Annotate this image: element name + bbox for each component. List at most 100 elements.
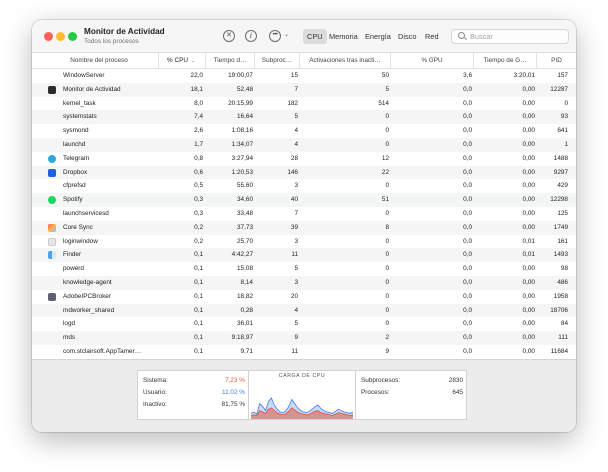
close-window-button[interactable] [44, 32, 53, 41]
process-idle-wakeups: 8 [385, 223, 389, 231]
process-idle-wakeups: 514 [378, 99, 389, 107]
column-header-pid[interactable]: PID [536, 53, 576, 69]
loginwindow-icon [48, 237, 56, 246]
process-threads: 11 [291, 251, 298, 259]
stat-user-value: 11,02 % [222, 389, 245, 396]
stat-system: Sistema: 7,23 % [143, 375, 245, 386]
process-gpu-time: 0,00 [522, 182, 535, 190]
process-cpu: 1,7 [194, 140, 203, 148]
table-row[interactable]: launchd 1,7 1:34,07 4 0 0,0 0,00 1 [32, 137, 576, 152]
table-row[interactable]: WindowServer 22,0 19:00,07 15 50 3,6 3:20,01 15… [32, 69, 576, 83]
dropbox-icon [48, 168, 56, 177]
process-cpu: 0,1 [194, 251, 203, 259]
table-row[interactable]: Core Sync 0,2 37,73 39 8 0,0 0,00 1749 [32, 220, 576, 235]
table-row[interactable]: loginwindow 0,2 25,70 3 0 0,0 0,01 161 [32, 235, 576, 249]
tab-network[interactable]: Red [425, 32, 439, 41]
tab-cpu[interactable]: CPU [303, 29, 327, 44]
search-field[interactable]: Buscar [451, 29, 569, 44]
table-row[interactable]: systemstats 7,4 16,64 5 0 0,0 0,00 93 [32, 110, 576, 125]
process-name: systemstats [63, 113, 97, 121]
process-cpu: 8,0 [194, 99, 203, 107]
table-row[interactable]: Dropbox 0,6 1:20,53 146 22 0,0 0,00 9297 [32, 165, 576, 180]
column-header-cpu[interactable]: % CPU ⌄ [158, 53, 205, 69]
process-gpu: 0,0 [463, 182, 472, 190]
table-row[interactable]: launchservicesd 0,3 33,48 7 0 0,0 0,00 125 [32, 207, 576, 221]
table-row[interactable]: cfprefsd 0,5 55,60 3 0 0,0 0,00 429 [32, 179, 576, 193]
table-row[interactable]: Telegram 0,8 3:27,94 28 12 0,0 0,00 1488 [32, 152, 576, 166]
process-gpu-time: 0,00 [522, 306, 535, 314]
column-header-cpu-time[interactable]: Tiempo d… [205, 53, 254, 69]
process-name: Finder [63, 251, 82, 259]
table-row[interactable]: mdworker_shared 0,1 0,28 4 0 0,0 0,00 18706 [32, 303, 576, 318]
process-pid: 429 [557, 182, 568, 190]
process-gpu: 0,0 [463, 196, 472, 204]
process-idle-wakeups: 0 [385, 265, 389, 273]
process-cpu-time: 1:08,16 [231, 127, 253, 135]
process-threads: 5 [294, 113, 298, 121]
tab-memory[interactable]: Memoria [329, 32, 358, 41]
process-gpu: 0,0 [463, 209, 472, 217]
cpu-load-chart [251, 397, 353, 419]
table-row[interactable]: logd 0,1 36,01 5 0 0,0 0,00 84 [32, 317, 576, 331]
core-sync-icon [48, 223, 56, 232]
column-header-threads[interactable]: Subproc… [254, 53, 299, 69]
stat-system-value: 7,23 % [225, 377, 245, 384]
process-name: Monitor de Actividad [63, 85, 121, 93]
table-row[interactable]: Monitor de Actividad 18,1 52,48 7 5 0,0 0,00 12… [32, 82, 576, 97]
table-row[interactable]: sysmond 2,6 1:08,16 4 0 0,0 0,00 641 [32, 124, 576, 138]
process-pid: 12298 [550, 196, 568, 204]
process-gpu-time: 0,00 [522, 113, 535, 121]
process-gpu-time: 0,00 [522, 196, 535, 204]
process-pid: 9297 [553, 168, 568, 176]
process-gpu: 0,0 [463, 320, 472, 328]
tab-energy[interactable]: Energía [365, 32, 391, 41]
process-name: cfprefsd [63, 182, 86, 190]
table-row[interactable]: powerd 0,1 15,08 5 0 0,0 0,00 98 [32, 262, 576, 276]
system-load-line [251, 407, 353, 416]
column-header-idle-wakeups[interactable]: Activaciones tras inacti… [299, 53, 390, 69]
process-idle-wakeups: 9 [385, 347, 389, 355]
cpu-load-graph: CARGA DE CPU [249, 370, 355, 420]
stop-process-button[interactable]: ✕ [223, 30, 235, 42]
process-pid: 111 [558, 334, 568, 342]
table-row[interactable]: Finder 0,1 4:42,27 11 0 0,0 0,01 1493 [32, 248, 576, 263]
tab-disk[interactable]: Disco [398, 32, 417, 41]
search-icon [458, 32, 465, 39]
process-threads: 28 [290, 154, 298, 162]
process-idle-wakeups: 12 [381, 154, 389, 162]
process-idle-wakeups: 0 [385, 306, 389, 314]
inspect-process-button[interactable]: i [245, 30, 257, 42]
table-row[interactable]: com.stclairsoft.AppTamer… 0,1 9,71 11 9 0,0 0,… [32, 345, 576, 359]
stat-user-label: Usuario: [143, 389, 167, 396]
process-name: sysmond [63, 127, 89, 135]
table-row[interactable]: mds 0,1 9:18,97 9 2 0,0 0,00 111 [32, 331, 576, 345]
process-threads: 146 [287, 168, 298, 176]
column-header-name[interactable]: Nombre del proceso [70, 57, 128, 64]
process-pid: 18706 [550, 306, 568, 314]
process-gpu-time: 0,00 [522, 334, 535, 342]
process-gpu-time: 0,00 [522, 320, 535, 328]
table-row[interactable]: kernel_task 8,0 20:15,99 182 514 0,0 0,00 0 [32, 97, 576, 111]
process-threads: 4 [294, 127, 298, 135]
process-cpu: 0,1 [194, 306, 203, 314]
window-subtitle[interactable]: Todos los procesos [84, 38, 139, 45]
column-header-gpu-time[interactable]: Tiempo de G… [473, 53, 536, 69]
process-cpu: 0,6 [194, 168, 203, 176]
process-idle-wakeups: 0 [385, 113, 389, 121]
column-header-gpu[interactable]: % GPU [390, 53, 473, 69]
process-idle-wakeups: 50 [381, 72, 389, 79]
more-actions-button[interactable]: ••• [269, 30, 281, 42]
process-cpu-time: 1:34,07 [231, 140, 253, 148]
process-gpu: 0,0 [463, 251, 472, 259]
table-row[interactable]: Spotify 0,3 34,60 40 51 0,0 0,00 12298 [32, 193, 576, 207]
process-cpu-time: 0,28 [240, 306, 253, 314]
title-bar: Monitor de Actividad Todos los procesos … [32, 20, 576, 53]
table-row[interactable]: AdobeIPCBroker 0,1 18,82 20 0 0,0 0,00 1958 [32, 290, 576, 304]
minimize-window-button[interactable] [56, 32, 65, 41]
process-threads: 15 [290, 72, 298, 79]
process-gpu: 0,0 [463, 99, 472, 107]
zoom-window-button[interactable] [68, 32, 77, 41]
table-row[interactable]: knowledge-agent 0,1 8,14 3 0 0,0 0,00 486 [32, 275, 576, 290]
chevron-down-icon[interactable]: ⌄ [284, 32, 290, 38]
process-name: mdworker_shared [63, 306, 115, 314]
